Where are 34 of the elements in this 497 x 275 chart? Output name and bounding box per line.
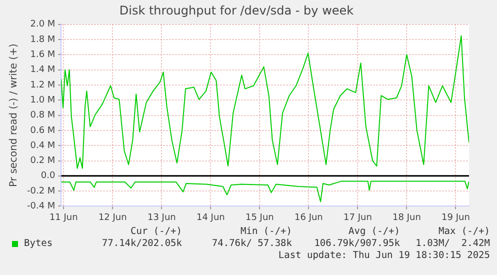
chart-title: Disk throughput for /dev/sda - by week [119, 3, 354, 18]
y-tick-label: 2.0 M [30, 20, 56, 30]
x-tick-label: 14 Jun [196, 212, 225, 223]
y-tick-label: 1.0 M [30, 95, 56, 106]
text: Min (-/+) [240, 226, 292, 237]
text: 106.79k/907.95k [313, 238, 400, 249]
x-tick-label: 17 Jun [344, 212, 372, 223]
legend-label: Bytes [24, 238, 53, 249]
y-tick-label: -0.2 M [27, 186, 56, 196]
y-tick-label: 1.6 M [30, 50, 56, 60]
x-tick-label: 13 Jun [147, 212, 176, 223]
text: Cur (-/+) [130, 226, 182, 237]
text: Avg (-/+) [348, 226, 400, 237]
y-tick-label: 1.8 M [30, 34, 56, 45]
x-tick-label: 12 Jun [98, 212, 127, 223]
y-tick-label: -0.4 M [27, 202, 56, 212]
x-tick-label: 16 Jun [294, 212, 323, 223]
x-tick-label: 11 Jun [49, 212, 78, 223]
y-tick-label: 0.6 M [30, 126, 56, 136]
text: Max (-/+) [438, 226, 490, 237]
text: Last update: Thu Jun 19 18:30:15 2025 [277, 250, 490, 261]
y-tick-label: 0.2 M [30, 156, 56, 166]
y-tick-label: 0.0 [40, 171, 56, 182]
x-tick-label: 18 Jun [392, 212, 421, 223]
y-tick-label: 1.2 M [30, 80, 56, 90]
text: 1.03M/ 2.42M [414, 238, 490, 249]
text: 77.14k/202.05k [100, 238, 182, 249]
y-tick-label: 1.4 M [30, 65, 56, 76]
y-tick-label: 0.4 M [30, 140, 56, 151]
y-tick-label: 0.8 M [30, 110, 56, 121]
x-tick-label: 19 Jun [442, 212, 470, 223]
x-tick-label: 15 Jun [245, 212, 274, 223]
y-axis-title: Pr second read (-) / write (+) [8, 44, 20, 187]
text: 74.76k/ 57.38k [210, 238, 292, 249]
